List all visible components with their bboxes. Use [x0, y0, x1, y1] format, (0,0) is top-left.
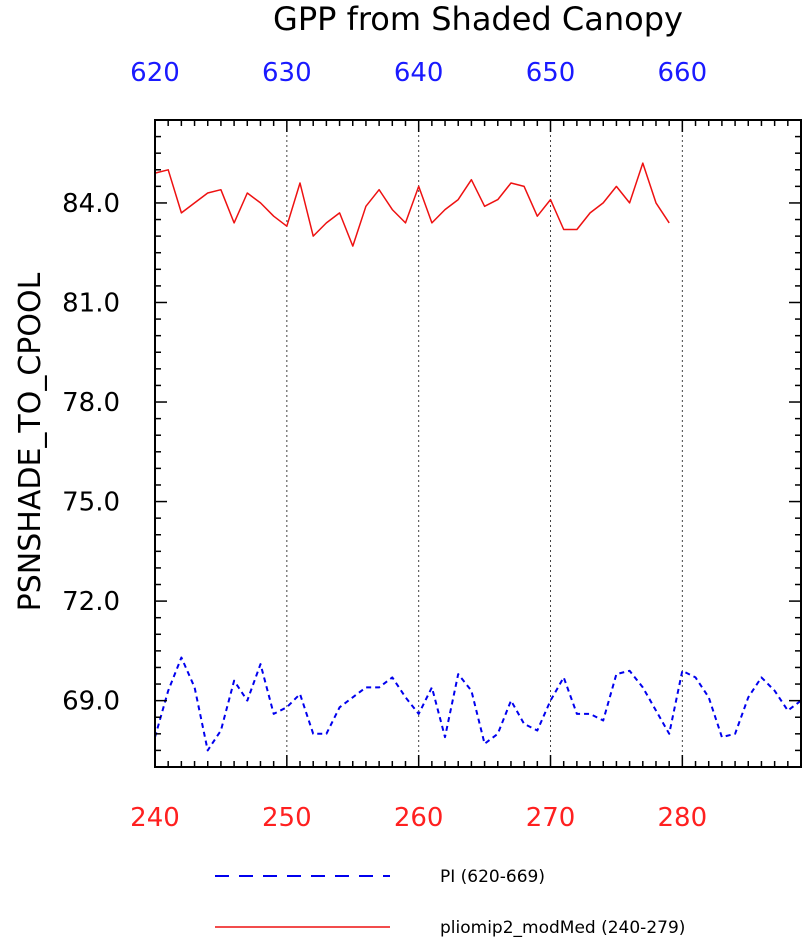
y-axis-label: PSNSHADE_TO_CPOOL: [13, 272, 48, 611]
legend-label-pliomip2: pliomip2_modMed (240-279): [440, 918, 685, 938]
x-bottom-tick-label: 260: [394, 803, 444, 833]
y-tick-label: 78.0: [62, 388, 120, 418]
y-tick-label: 81.0: [62, 288, 120, 318]
left-axis: 84.0 81.0 78.0 75.0 72.0 69.0: [62, 119, 801, 768]
x-top-tick-label: 650: [526, 58, 576, 88]
x-top-tick-label: 620: [130, 58, 180, 88]
y-tick-label: 69.0: [62, 687, 120, 717]
series-line-1: [154, 162, 670, 247]
y-tick-label: 75.0: [62, 488, 120, 518]
bottom-axis: 240 250 260 270 280: [130, 755, 802, 833]
plot-frame: [154, 119, 802, 768]
x-top-tick-label: 660: [658, 58, 708, 88]
series-layer: [154, 162, 802, 752]
legend: PI (620-669) pliomip2_modMed (240-279): [215, 867, 685, 938]
y-tick-label: 84.0: [62, 189, 120, 219]
y-tick-label: 72.0: [62, 587, 120, 617]
top-axis: 620 630 640 650 660: [130, 58, 802, 132]
x-bottom-tick-label: 280: [658, 803, 708, 833]
x-bottom-tick-label: 240: [130, 803, 180, 833]
chart-title: GPP from Shaded Canopy: [273, 0, 683, 38]
x-bottom-tick-label: 270: [526, 803, 576, 833]
x-top-tick-label: 630: [262, 58, 312, 88]
x-bottom-tick-label: 250: [262, 803, 312, 833]
series-line-0: [154, 656, 802, 752]
x-top-tick-label: 640: [394, 58, 444, 88]
legend-label-pi: PI (620-669): [440, 867, 545, 887]
grid-lines: [286, 120, 683, 767]
